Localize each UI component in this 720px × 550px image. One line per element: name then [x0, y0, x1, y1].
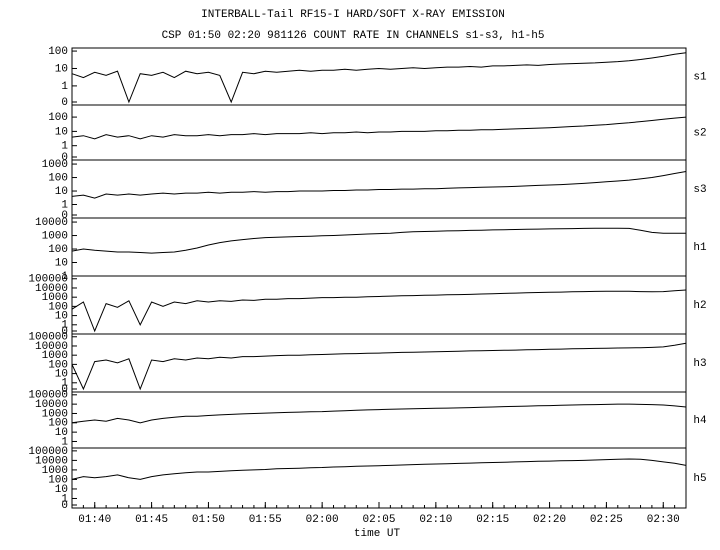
series-line — [71, 227, 686, 254]
series-line — [71, 116, 687, 140]
chart-title: INTERBALL-Tail RF15-I HARD/SOFT X-RAY EM… — [201, 9, 505, 21]
y-tick-label: 100 — [48, 474, 68, 486]
y-tick-label: 10 — [55, 427, 68, 439]
y-tick-label: 0 — [61, 326, 68, 338]
x-tick-label: 02:00 — [306, 514, 339, 526]
x-tick-label: 02:05 — [362, 514, 395, 526]
y-tick-label: 1000 — [42, 408, 68, 420]
y-tick-label: 10 — [55, 368, 68, 380]
y-tick-label: 1 — [61, 436, 68, 448]
y-tick-label: 100 — [48, 359, 68, 371]
x-tick-label: 02:15 — [476, 514, 509, 526]
y-tick-label: 100 — [48, 46, 68, 58]
panel-label: h5 — [693, 473, 706, 485]
y-tick-label: 10 — [55, 186, 68, 198]
y-tick-label: 100000 — [28, 274, 68, 286]
series-line — [71, 403, 687, 424]
y-tick-label: 100 — [48, 112, 68, 124]
chart-subtitle: CSP 01:50 02:20 981126 COUNT RATE IN CHA… — [162, 30, 545, 42]
panel-label: s1 — [693, 71, 707, 83]
y-tick-label: 10 — [55, 484, 68, 496]
y-tick-label: 0 — [61, 97, 68, 109]
y-tick-label: 100 — [48, 244, 68, 256]
y-tick-label: 0 — [61, 384, 68, 396]
y-tick-label: 10 — [55, 63, 68, 75]
y-tick-label: 1000 — [42, 465, 68, 477]
y-tick-label: 1000 — [42, 159, 68, 171]
y-tick-label: 10 — [55, 126, 68, 138]
y-tick-label: 10000 — [35, 283, 68, 295]
y-tick-label: 10000 — [35, 455, 68, 467]
panel-label: h1 — [693, 242, 707, 254]
y-tick-label: 1000 — [42, 230, 68, 242]
panel-label: h4 — [693, 415, 707, 427]
x-tick-label: 02:25 — [590, 514, 623, 526]
y-tick-label: 1 — [61, 81, 68, 93]
panel-label: s3 — [693, 184, 706, 196]
y-tick-label: 100 — [48, 418, 68, 430]
y-tick-label: 1 — [61, 141, 68, 153]
series-line — [71, 171, 687, 199]
x-tick-label: 01:45 — [135, 514, 168, 526]
y-tick-label: 100000 — [28, 332, 68, 344]
y-tick-label: 1000 — [42, 292, 68, 304]
y-tick-label: 100000 — [28, 390, 68, 402]
x-tick-label: 02:30 — [647, 514, 680, 526]
panel-label: h3 — [693, 358, 706, 370]
x-tick-label: 01:55 — [249, 514, 282, 526]
y-tick-label: 10000 — [35, 217, 68, 229]
y-tick-label: 10 — [55, 257, 68, 269]
y-tick-label: 1 — [61, 199, 68, 211]
y-tick-label: 0 — [61, 152, 68, 164]
series-line — [71, 342, 687, 391]
y-tick-label: 10000 — [35, 341, 68, 353]
panel-label: h2 — [693, 300, 706, 312]
series-line — [71, 458, 687, 480]
y-tick-label: 1 — [61, 493, 68, 505]
y-tick-label: 10000 — [35, 399, 68, 411]
x-tick-label: 01:40 — [78, 514, 111, 526]
y-tick-label: 1000 — [42, 350, 68, 362]
y-tick-label: 1 — [61, 271, 68, 283]
y-tick-label: 0 — [61, 500, 68, 512]
y-tick-label: 100000 — [28, 446, 68, 458]
y-tick-label: 0 — [61, 210, 68, 222]
x-tick-label: 02:10 — [419, 514, 452, 526]
y-tick-label: 100 — [48, 301, 68, 313]
x-tick-label: 01:50 — [192, 514, 225, 526]
x-tick-label: 02:20 — [533, 514, 566, 526]
x-axis-label: time UT — [354, 528, 401, 540]
y-tick-label: 1 — [61, 320, 68, 332]
y-tick-label: 1 — [61, 378, 68, 390]
y-tick-label: 100 — [48, 172, 68, 184]
y-tick-label: 10 — [55, 310, 68, 322]
series-line — [71, 289, 687, 333]
panel-label: s2 — [693, 127, 706, 139]
series-line — [71, 52, 687, 104]
